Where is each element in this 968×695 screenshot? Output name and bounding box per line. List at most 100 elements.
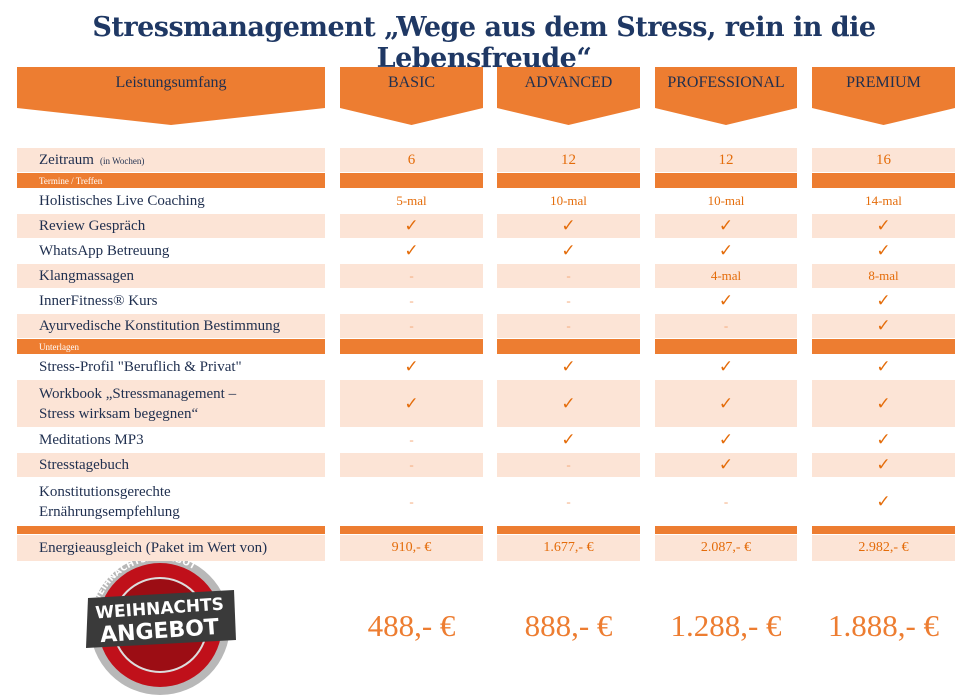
cell: 5-mal bbox=[340, 189, 483, 213]
cell: ✓ bbox=[497, 355, 640, 379]
cell: ✓ bbox=[812, 428, 955, 452]
row-label: Konstitutionsgerechte Ernährungsempfehlun… bbox=[17, 478, 325, 525]
header-shape bbox=[655, 67, 797, 125]
column-header: PROFESSIONAL bbox=[667, 74, 785, 91]
row-label: Workbook „Stressmanagement – Stress wirks… bbox=[17, 380, 325, 427]
total-cell: 910,- € bbox=[340, 535, 483, 561]
cell: - bbox=[655, 478, 797, 525]
label-line: Meditations MP3 bbox=[39, 432, 144, 448]
label-wrap: Zeitraum (in Wochen) bbox=[39, 150, 144, 171]
section-bar bbox=[340, 339, 483, 354]
cell: 10-mal bbox=[655, 189, 797, 213]
cell: 16 bbox=[812, 148, 955, 172]
total-cell: 2.982,- € bbox=[812, 535, 955, 561]
header-shape bbox=[340, 67, 483, 125]
cell: ✓ bbox=[812, 355, 955, 379]
label-line: InnerFitness® Kurs bbox=[39, 293, 158, 309]
label-line: Stress-Profil "Beruflich & Privat" bbox=[39, 359, 242, 375]
section-label: Termine / Treffen bbox=[39, 175, 103, 186]
column-header: BASIC bbox=[387, 74, 436, 91]
cell: - bbox=[497, 453, 640, 477]
column-header: ADVANCED bbox=[524, 74, 613, 91]
cell: ✓ bbox=[340, 355, 483, 379]
row-label: WhatsApp Betreuung bbox=[17, 239, 325, 263]
cell: 14-mal bbox=[812, 189, 955, 213]
label-line: Stresstagebuch bbox=[39, 457, 129, 473]
section-bar bbox=[17, 173, 325, 188]
cell: ✓ bbox=[655, 355, 797, 379]
row-label: Holistisches Live Coaching bbox=[17, 189, 325, 213]
row-label: Zeitraum (in Wochen) bbox=[17, 148, 325, 172]
header-shape bbox=[17, 67, 325, 125]
cell: ✓ bbox=[655, 428, 797, 452]
label-line: Konstitutionsgerechte bbox=[39, 483, 171, 500]
cell: - bbox=[340, 428, 483, 452]
cell: - bbox=[340, 264, 483, 288]
cell: - bbox=[340, 314, 483, 338]
cell: ✓ bbox=[497, 239, 640, 263]
offer-price: 1.288,- € bbox=[670, 608, 782, 643]
offer-price: 488,- € bbox=[367, 608, 456, 643]
total-bar bbox=[497, 526, 640, 534]
cell: 6 bbox=[340, 148, 483, 172]
cell: ✓ bbox=[655, 239, 797, 263]
cell: 8-mal bbox=[812, 264, 955, 288]
section-bar bbox=[812, 173, 955, 188]
cell: 10-mal bbox=[497, 189, 640, 213]
cell: - bbox=[497, 289, 640, 313]
section-bar bbox=[655, 173, 797, 188]
cell: ✓ bbox=[497, 428, 640, 452]
label-line: WhatsApp Betreuung bbox=[39, 243, 170, 259]
header-shape bbox=[497, 67, 640, 125]
offer-price: 1.888,- € bbox=[827, 608, 940, 643]
row-label: Ayurvedische Konstitution Bestimmung bbox=[17, 314, 325, 338]
total-label: Energieausgleich (Paket im Wert von) bbox=[17, 535, 325, 561]
header-shape bbox=[812, 67, 955, 125]
cell: ✓ bbox=[812, 289, 955, 313]
section-bar bbox=[340, 173, 483, 188]
label-line: Workbook „Stressmanagement – bbox=[39, 385, 237, 402]
section-bar bbox=[17, 339, 325, 354]
cell: - bbox=[497, 478, 640, 525]
cell: ✓ bbox=[655, 289, 797, 313]
page-title: Stressmanagement „Wege aus dem Stress, r… bbox=[92, 12, 876, 74]
cell: - bbox=[655, 314, 797, 338]
cell: ✓ bbox=[655, 453, 797, 477]
total-bar bbox=[655, 526, 797, 534]
total-cell: 2.087,- € bbox=[655, 535, 797, 561]
label-line: Review Gespräch bbox=[39, 218, 146, 234]
label-line: Stress wirksam begegnen“ bbox=[39, 405, 199, 422]
total-bar bbox=[340, 526, 483, 534]
total-cell: 1.677,- € bbox=[497, 535, 640, 561]
cell: ✓ bbox=[655, 214, 797, 238]
label-note: (in Wochen) bbox=[99, 155, 145, 166]
cell: ✓ bbox=[497, 380, 640, 427]
cell: ✓ bbox=[812, 214, 955, 238]
cell: ✓ bbox=[812, 239, 955, 263]
column-header: Leistungsumfang bbox=[115, 74, 227, 91]
cell: ✓ bbox=[340, 380, 483, 427]
section-bar bbox=[812, 339, 955, 354]
section-bar bbox=[497, 339, 640, 354]
cell: - bbox=[497, 314, 640, 338]
row-label: Klangmassagen bbox=[17, 264, 325, 288]
label-line: Holistisches Live Coaching bbox=[39, 193, 205, 209]
section-bar bbox=[655, 339, 797, 354]
badge-band bbox=[86, 590, 236, 648]
cell: ✓ bbox=[812, 380, 955, 427]
label-line: Klangmassagen bbox=[39, 268, 134, 284]
section-label: Unterlagen bbox=[39, 341, 79, 352]
offer-price: 888,- € bbox=[524, 608, 613, 643]
total-bar bbox=[812, 526, 955, 534]
cell: ✓ bbox=[340, 239, 483, 263]
cell: 12 bbox=[655, 148, 797, 172]
cell: ✓ bbox=[812, 314, 955, 338]
row-label: Meditations MP3 bbox=[17, 428, 325, 452]
column-header: PREMIUM bbox=[846, 74, 921, 91]
section-bar bbox=[497, 173, 640, 188]
cell: - bbox=[340, 478, 483, 525]
label-line: Ernährungsempfehlung bbox=[39, 503, 180, 520]
